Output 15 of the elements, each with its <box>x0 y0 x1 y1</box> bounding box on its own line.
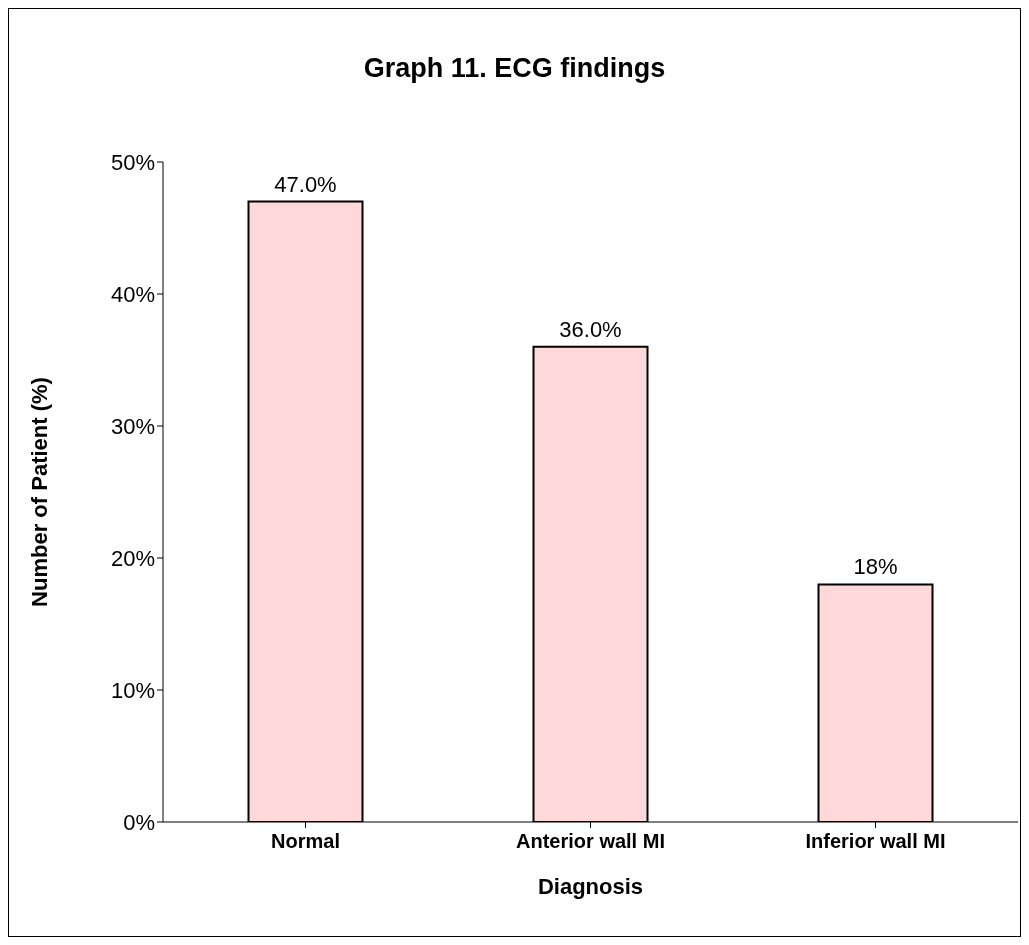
y-tick-label: 20% <box>110 545 155 571</box>
y-tick-label: 30% <box>110 413 155 439</box>
y-tick-label: 50% <box>110 149 155 175</box>
x-tick-label: Anterior wall MI <box>516 830 665 853</box>
x-tick-label: Normal <box>271 830 340 853</box>
y-tick-label: 0% <box>123 809 155 835</box>
data-label: 18% <box>853 554 898 580</box>
y-tick-label: 10% <box>110 677 155 703</box>
x-axis-title: Diagnosis <box>537 874 644 899</box>
data-label: 36.0% <box>559 316 622 342</box>
data-label: 47.0% <box>274 171 337 197</box>
x-tick-label: Inferior wall MI <box>805 830 946 853</box>
y-tick-label: 40% <box>110 281 155 307</box>
y-axis-title: Number of Patient (%) <box>26 377 52 607</box>
chart-title: Graph 11. ECG findings <box>362 53 667 84</box>
